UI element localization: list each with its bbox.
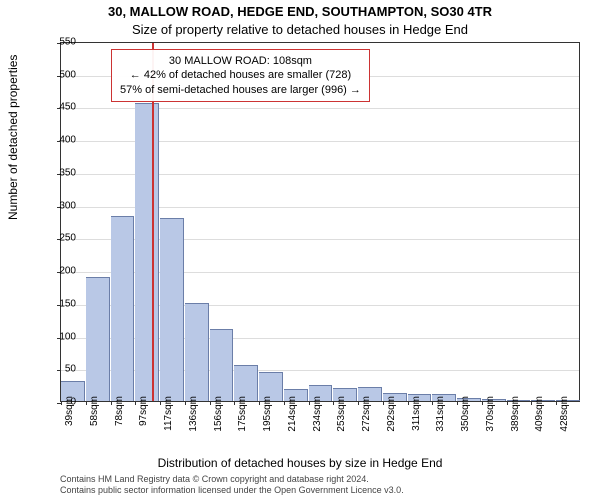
ytick-label: 550 (46, 37, 76, 48)
ytick-label: 0 (46, 397, 76, 408)
xtick-mark (457, 401, 458, 405)
xtick-label: 409sqm (534, 396, 545, 432)
xtick-mark (135, 401, 136, 405)
xtick-mark (111, 401, 112, 405)
xtick-label: 156sqm (213, 396, 224, 432)
xtick-label: 389sqm (510, 396, 521, 432)
xtick-mark (482, 401, 483, 405)
histogram-bar (135, 103, 159, 401)
xtick-label: 311sqm (411, 396, 422, 431)
xtick-mark (432, 401, 433, 405)
xtick-mark (160, 401, 161, 405)
ytick-label: 400 (46, 135, 76, 146)
histogram-bar (185, 303, 209, 401)
xtick-label: 58sqm (89, 396, 100, 426)
xtick-label: 350sqm (460, 396, 471, 432)
xtick-mark (531, 401, 532, 405)
ytick-label: 500 (46, 69, 76, 80)
xtick-label: 234sqm (312, 396, 323, 432)
xtick-mark (383, 401, 384, 405)
plot-area: 39sqm58sqm78sqm97sqm117sqm136sqm156sqm17… (60, 42, 580, 402)
xtick-label: 175sqm (237, 396, 248, 432)
xtick-mark (556, 401, 557, 405)
xtick-mark (210, 401, 211, 405)
chart-footer: Contains HM Land Registry data © Crown c… (60, 474, 404, 496)
xtick-mark (507, 401, 508, 405)
y-axis-label: Number of detached properties (6, 55, 20, 220)
ytick-label: 100 (46, 331, 76, 342)
chart-container: 30, MALLOW ROAD, HEDGE END, SOUTHAMPTON,… (0, 0, 600, 500)
xtick-label: 97sqm (138, 396, 149, 426)
xtick-mark (234, 401, 235, 405)
ytick-label: 450 (46, 102, 76, 113)
chart-title-address: 30, MALLOW ROAD, HEDGE END, SOUTHAMPTON,… (0, 4, 600, 19)
xtick-label: 272sqm (361, 396, 372, 432)
xtick-mark (185, 401, 186, 405)
footer-line-1: Contains HM Land Registry data © Crown c… (60, 474, 404, 485)
xtick-label: 195sqm (262, 396, 273, 432)
xtick-label: 253sqm (336, 396, 347, 432)
info-box-line: 57% of semi-detached houses are larger (… (120, 83, 361, 97)
xtick-mark (259, 401, 260, 405)
xtick-label: 136sqm (188, 396, 199, 432)
ytick-label: 50 (46, 364, 76, 375)
xtick-label: 331sqm (435, 396, 446, 432)
xtick-mark (333, 401, 334, 405)
chart-title-desc: Size of property relative to detached ho… (0, 22, 600, 37)
histogram-bar (210, 329, 234, 401)
histogram-bar (160, 218, 184, 401)
xtick-label: 370sqm (485, 396, 496, 432)
xtick-mark (86, 401, 87, 405)
xtick-mark (408, 401, 409, 405)
histogram-bar (86, 277, 110, 401)
xtick-label: 214sqm (287, 396, 298, 432)
xtick-label: 292sqm (386, 396, 397, 432)
ytick-label: 300 (46, 200, 76, 211)
xtick-label: 78sqm (114, 396, 125, 426)
xtick-mark (309, 401, 310, 405)
histogram-bar (111, 216, 135, 401)
ytick-label: 250 (46, 233, 76, 244)
ytick-label: 350 (46, 167, 76, 178)
info-box: 30 MALLOW ROAD: 108sqm← 42% of detached … (111, 49, 370, 102)
xtick-label: 117sqm (163, 396, 174, 431)
xtick-mark (358, 401, 359, 405)
info-box-line: ← 42% of detached houses are smaller (72… (120, 68, 361, 82)
xtick-label: 428sqm (559, 396, 570, 432)
ytick-label: 200 (46, 266, 76, 277)
xtick-mark (284, 401, 285, 405)
ytick-label: 150 (46, 298, 76, 309)
info-box-line: 30 MALLOW ROAD: 108sqm (120, 54, 361, 68)
footer-line-2: Contains public sector information licen… (60, 485, 404, 496)
x-axis-label: Distribution of detached houses by size … (0, 456, 600, 470)
